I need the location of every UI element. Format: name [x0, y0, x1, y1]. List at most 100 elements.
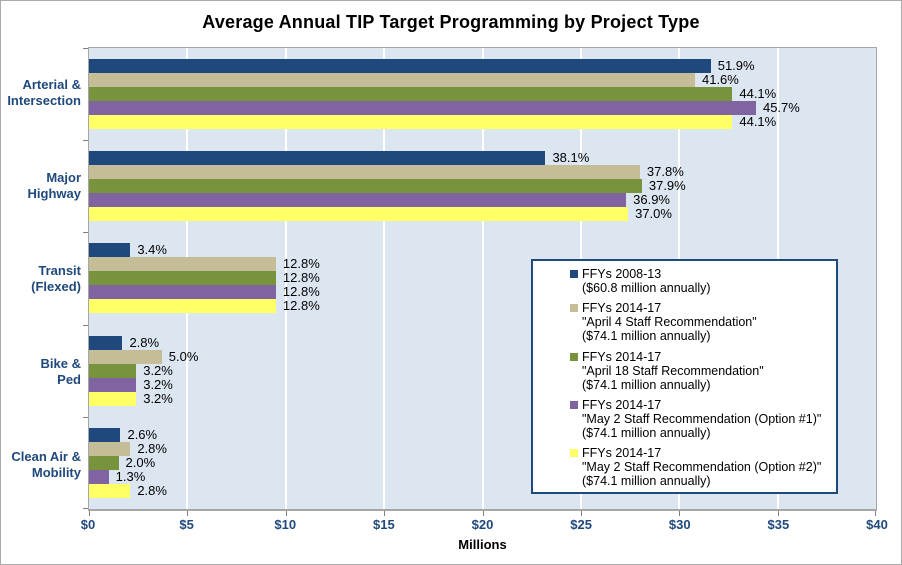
bar-value-label: 2.8%: [137, 440, 167, 456]
bar-value-label: 45.7%: [762, 100, 800, 116]
x-axis-label-0: $0: [80, 517, 96, 532]
bar-series-5: [89, 115, 733, 130]
y-axis-tick: [83, 48, 88, 49]
x-axis-tick: [679, 511, 681, 516]
gridline: [481, 48, 484, 509]
chart-title: Average Annual TIP Target Programming by…: [202, 12, 700, 32]
bar-value-label: 37.9%: [648, 178, 686, 194]
bar-row: 37.9%: [89, 178, 876, 194]
bar-series-5: [89, 391, 137, 406]
bar-row: 2.8%: [89, 335, 876, 350]
bar-group-3: 3.4% 12.8% 12.8% 12.8% 12.8%: [89, 232, 876, 324]
x-axis-title: Millions: [458, 537, 507, 552]
bar-row: 51.9%: [89, 58, 876, 74]
legend-marker-icon: [570, 352, 578, 361]
y-axis-tick: [83, 324, 88, 326]
bar-row: 37.8%: [89, 164, 876, 180]
bar-value-label: 51.9%: [717, 58, 755, 74]
bar-series-5: [89, 483, 131, 498]
bar-series-3: [89, 363, 137, 378]
y-axis-tick: [83, 508, 88, 509]
bar-value-label: 37.0%: [635, 206, 672, 222]
x-axis-tick: [89, 511, 90, 516]
bar-value-label: 12.8%: [282, 284, 320, 300]
bar-value-label: 36.9%: [633, 192, 670, 208]
bar-value-label: 3.2%: [143, 362, 173, 378]
bar-row: 45.7%: [89, 100, 876, 116]
bar-value-label: 2.0%: [125, 454, 156, 470]
bar-value-label: 1.3%: [115, 468, 146, 484]
gridline: [284, 48, 287, 509]
bar-row: 2.8%: [89, 482, 876, 498]
bar-value-label: 37.8%: [646, 164, 684, 180]
bar-group-4: 2.8% 5.0% 3.2% 3.2% 3.2%: [89, 325, 876, 417]
legend-entry-text: FFYs 2008-13 ($60.8 million annually): [582, 267, 711, 295]
legend-text-line: FFYs 2014-17: [582, 301, 662, 316]
x-axis-label-15: $15: [373, 517, 395, 532]
x-axis-label-25: $25: [570, 517, 592, 532]
y-axis-tick: [83, 416, 88, 418]
bar-row: 2.0%: [89, 454, 876, 470]
legend-entry-text: FFYs 2014-17 "April 18 Staff Recommendati…: [582, 350, 764, 392]
bar-row: 2.8%: [89, 440, 876, 456]
bar-value-label: 41.6%: [701, 72, 739, 88]
legend-marker-icon: [570, 449, 578, 457]
bar-group-2: 38.1% 37.8% 37.9% 36.9% 37.0%: [89, 140, 876, 232]
bar-series-3: [89, 455, 119, 470]
bar-row: 3.2%: [89, 390, 876, 406]
legend-entry-1: FFYs 2008-13 ($60.8 million annually): [570, 267, 830, 295]
bar-value-label: 12.8%: [282, 256, 320, 272]
legend-marker-icon: [570, 304, 578, 313]
bar-row: 12.8%: [89, 298, 876, 314]
legend-text-line: ($74.1 million annually): [582, 329, 711, 344]
x-axis-label-20: $20: [471, 517, 494, 532]
x-axis-label-10: $10: [274, 517, 297, 532]
legend-entry-4: FFYs 2014-17 "May 2 Staff Recommendation …: [570, 398, 830, 440]
bar-value-label: 44.1%: [739, 86, 777, 102]
bar-row: 1.3%: [89, 468, 876, 484]
x-axis-label-40: $40: [866, 517, 888, 532]
legend-text-line: "April 18 Staff Recommendation": [582, 363, 764, 378]
bar-row: 37.0%: [89, 206, 876, 222]
bar-row: 2.6%: [89, 426, 876, 442]
legend-text-line: FFYs 2014-17: [582, 349, 662, 364]
bar-series-5: [89, 207, 629, 222]
bar-series-4: [89, 469, 109, 484]
legend-text-line: ($74.1 million annually): [582, 425, 711, 440]
bar-value-label: 3.2%: [143, 390, 173, 406]
legend-text-line: ($74.1 million annually): [582, 377, 711, 392]
bar-value-label: 2.6%: [127, 426, 158, 442]
legend-text-line: FFYs 2014-17: [582, 397, 662, 412]
bar-series-1: [89, 59, 711, 74]
bar-value-label: 38.1%: [552, 150, 590, 166]
y-axis-tick: [83, 232, 88, 234]
bar-series-1: [89, 427, 121, 442]
legend-text-line: FFYs 2014-17: [582, 446, 662, 460]
bar-group-5: 2.6% 2.8% 2.0% 1.3% 2.8%: [89, 417, 876, 509]
x-axis-tick: [384, 511, 386, 516]
legend-entry-2: FFYs 2014-17 "April 4 Staff Recommendatio…: [570, 301, 830, 343]
bar-series-2: [89, 441, 131, 456]
legend-text-line: FFYs 2008-13: [582, 267, 662, 281]
bar-series-4: [89, 101, 756, 116]
bar-row: 12.8%: [89, 271, 876, 286]
bar-value-label: 12.8%: [282, 298, 320, 314]
bar-value-label: 2.8%: [137, 482, 167, 498]
bar-series-3: [89, 179, 642, 194]
x-axis-tick: [777, 511, 779, 516]
x-axis-label-5: $5: [179, 517, 194, 532]
x-axis-label-30: $30: [668, 517, 691, 532]
legend-entry-text: FFYs 2014-17 "May 2 Staff Recommendation …: [582, 446, 821, 488]
x-axis-label-35: $35: [767, 517, 790, 532]
bar-row: 12.8%: [89, 256, 876, 272]
bar-series-4: [89, 285, 276, 300]
legend-text-line: ($74.1 million annually): [582, 474, 711, 488]
legend-text-line: ($60.8 million annually): [582, 281, 711, 295]
category-label-2: Major Highway: [27, 170, 81, 202]
bar-series-5: [89, 299, 276, 314]
bar-row: 3.4%: [89, 242, 876, 258]
bar-row: 36.9%: [89, 192, 876, 208]
x-axis-tick: [875, 511, 876, 516]
legend-text-line: "May 2 Staff Recommendation (Option #2)": [582, 460, 822, 474]
bar-value-label: 3.4%: [137, 242, 167, 258]
